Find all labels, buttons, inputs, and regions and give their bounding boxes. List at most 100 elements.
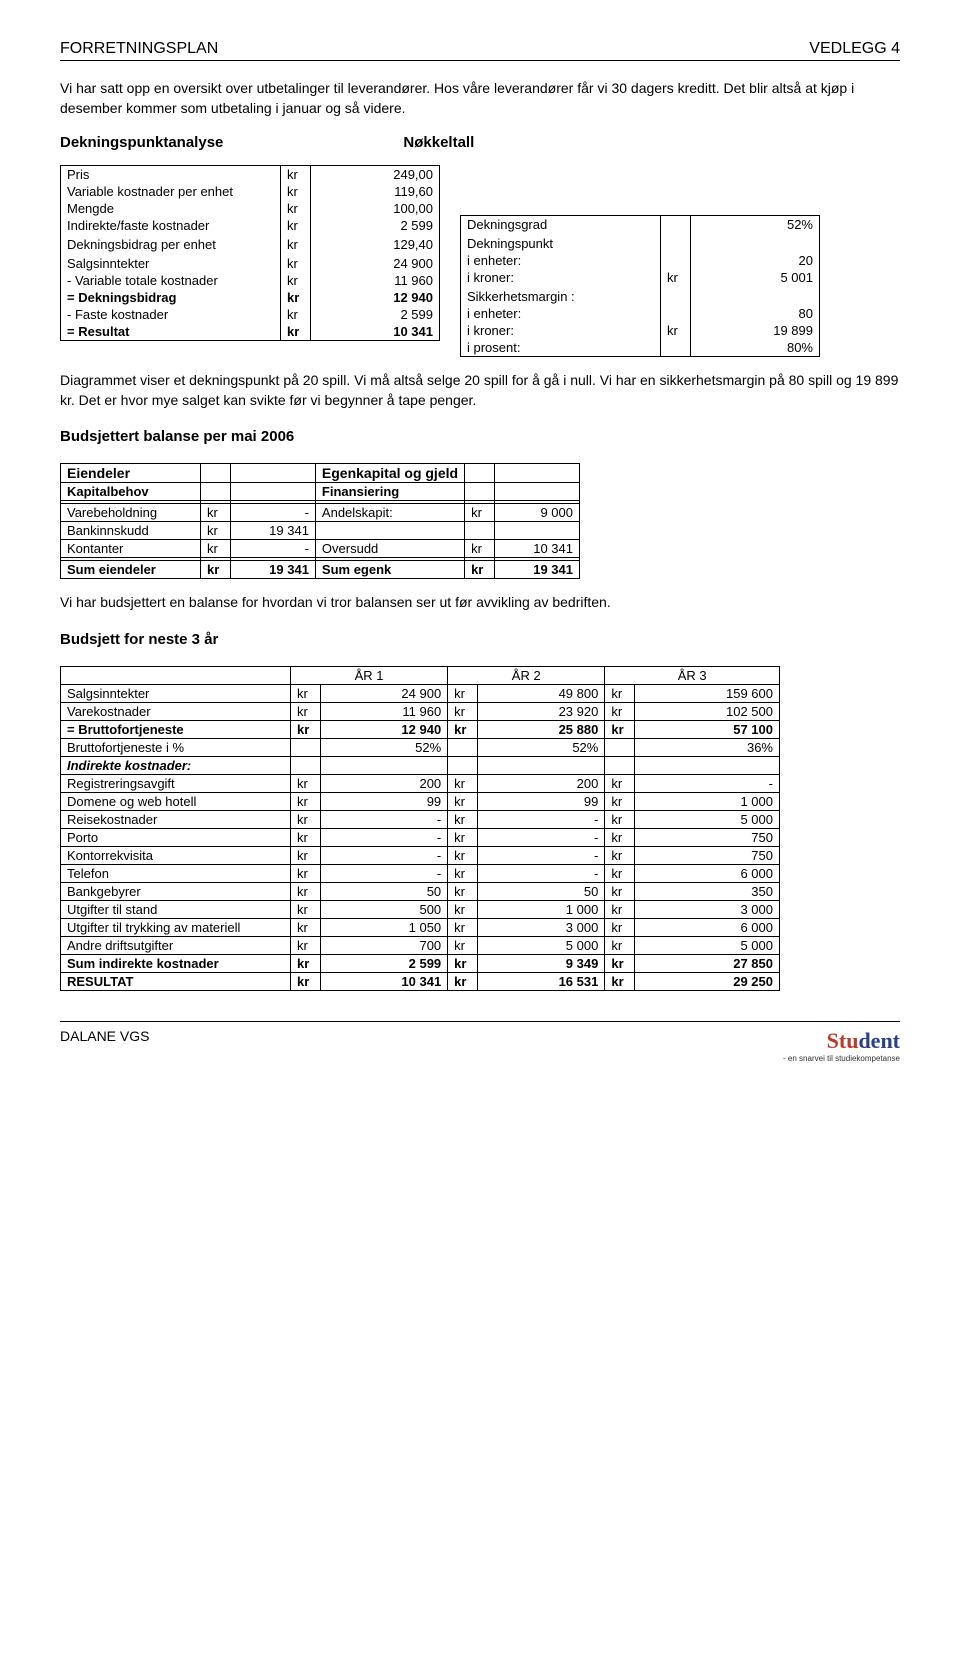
cell: kr xyxy=(661,322,691,339)
table-row: Kontanterkr-Oversuddkr10 341 xyxy=(61,540,580,558)
cell: kr xyxy=(605,954,635,972)
cell xyxy=(495,464,580,483)
cell: 129,40 xyxy=(311,236,440,253)
cell: ÅR 3 xyxy=(605,666,780,684)
cell: - xyxy=(321,864,448,882)
cell: = Dekningsbidrag xyxy=(61,289,281,306)
cell: - xyxy=(478,810,605,828)
table-row: Indirekte kostnader: xyxy=(61,756,780,774)
cell: ÅR 1 xyxy=(291,666,448,684)
cell: 11 960 xyxy=(321,702,448,720)
cell: - xyxy=(321,828,448,846)
cell: Porto xyxy=(61,828,291,846)
cell: 10 341 xyxy=(311,323,440,341)
cell: 200 xyxy=(478,774,605,792)
cell xyxy=(291,756,321,774)
cell: 3 000 xyxy=(635,900,780,918)
cell: 1 000 xyxy=(635,792,780,810)
cell: Telefon xyxy=(61,864,291,882)
cell: 2 599 xyxy=(311,217,440,234)
cell: kr xyxy=(605,882,635,900)
cell: 5 000 xyxy=(635,810,780,828)
cell: Kontorrekvisita xyxy=(61,846,291,864)
header-right: VEDLEGG 4 xyxy=(809,40,900,58)
cell: kr xyxy=(448,774,478,792)
cell xyxy=(315,522,464,540)
cell: kr xyxy=(448,702,478,720)
cell xyxy=(231,464,316,483)
cell: 52% xyxy=(691,216,820,234)
cell: kr xyxy=(281,236,311,253)
cell: Sum indirekte kostnader xyxy=(61,954,291,972)
cell: 5 000 xyxy=(635,936,780,954)
cell: Utgifter til stand xyxy=(61,900,291,918)
header-left: FORRETNINGSPLAN xyxy=(60,40,218,58)
cell: kr xyxy=(291,684,321,702)
cell: kr xyxy=(448,936,478,954)
table-row: Utgifter til standkr500kr1 000kr3 000 xyxy=(61,900,780,918)
cell: kr xyxy=(291,828,321,846)
cell: RESULTAT xyxy=(61,972,291,990)
cell: kr xyxy=(281,306,311,323)
cell: kr xyxy=(448,828,478,846)
cell: - xyxy=(321,846,448,864)
cell: kr xyxy=(448,954,478,972)
cell xyxy=(605,756,635,774)
table-row: Dekningsgrad52% xyxy=(461,216,820,234)
table-row: RESULTATkr10 341kr16 531kr29 250 xyxy=(61,972,780,990)
cell: Kapitalbehov xyxy=(61,483,201,501)
table-row: = Dekningsbidragkr12 940 xyxy=(61,289,440,306)
cell: kr xyxy=(605,828,635,846)
cell: kr xyxy=(448,918,478,936)
cell: 700 xyxy=(321,936,448,954)
cell: kr xyxy=(281,289,311,306)
cell: i kroner: xyxy=(461,322,661,339)
cell: 6 000 xyxy=(635,918,780,936)
cell: kr xyxy=(291,936,321,954)
cell: kr xyxy=(448,684,478,702)
cell: kr xyxy=(281,255,311,272)
section-dekningspunkt: Dekningspunktanalyse xyxy=(60,134,223,151)
table-row: ÅR 1ÅR 2ÅR 3 xyxy=(61,666,780,684)
cell: kr xyxy=(605,972,635,990)
cell: Salgsinntekter xyxy=(61,255,281,272)
cell: 50 xyxy=(478,882,605,900)
table-row: Reisekostnaderkr-kr-kr5 000 xyxy=(61,810,780,828)
cell: kr xyxy=(291,882,321,900)
cell xyxy=(465,483,495,501)
table-row: Portokr-kr-kr750 xyxy=(61,828,780,846)
cell: Registreringsavgift xyxy=(61,774,291,792)
cell: 19 341 xyxy=(495,561,580,579)
cell xyxy=(201,464,231,483)
cell: kr xyxy=(201,522,231,540)
table-row: i enheter:20 xyxy=(461,252,820,269)
cell: kr xyxy=(281,217,311,234)
cell: 5 001 xyxy=(691,269,820,286)
cell: - xyxy=(321,810,448,828)
cell xyxy=(448,756,478,774)
table-row: Domene og web hotellkr99kr99kr1 000 xyxy=(61,792,780,810)
cell: Indirekte kostnader: xyxy=(61,756,291,774)
cell xyxy=(201,483,231,501)
cell: Pris xyxy=(61,166,281,184)
cell: kr xyxy=(448,720,478,738)
cell: Varebeholdning xyxy=(61,504,201,522)
table-row: Dekningspunkt xyxy=(461,235,820,252)
cell: Sum eiendeler xyxy=(61,561,201,579)
cell: kr xyxy=(465,504,495,522)
cell: - Variable totale kostnader xyxy=(61,272,281,289)
cell: Utgifter til trykking av materiell xyxy=(61,918,291,936)
cell: kr xyxy=(605,684,635,702)
cell xyxy=(635,756,780,774)
cell: Domene og web hotell xyxy=(61,792,291,810)
cell: Kontanter xyxy=(61,540,201,558)
cell xyxy=(478,756,605,774)
cell xyxy=(231,483,316,501)
cell: 11 960 xyxy=(311,272,440,289)
cell xyxy=(661,216,691,234)
table-row: Varebeholdningkr-Andelskapit:kr9 000 xyxy=(61,504,580,522)
cell: 102 500 xyxy=(635,702,780,720)
table-row: Priskr249,00 xyxy=(61,166,440,184)
cell: 2 599 xyxy=(321,954,448,972)
budsjett-table: ÅR 1ÅR 2ÅR 3Salgsinntekterkr24 900kr49 8… xyxy=(60,666,780,991)
